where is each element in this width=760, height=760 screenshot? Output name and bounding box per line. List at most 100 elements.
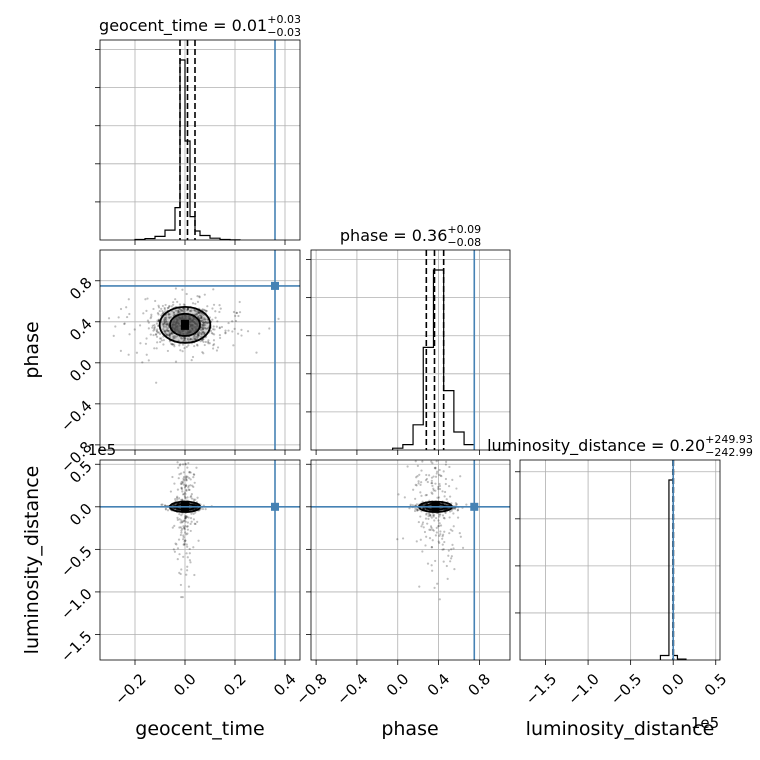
gt-ph-sample [197, 311, 200, 314]
gt-ph-sample [163, 320, 167, 324]
gt-ph-sample [169, 315, 172, 319]
gt-ld-sample [184, 524, 187, 528]
ph-ld-sample [427, 517, 430, 520]
gt-ph-sample [176, 309, 180, 312]
ph-ld-sample [440, 474, 443, 478]
gt-ld-sample [185, 533, 188, 536]
ph-ld-sample [420, 481, 423, 484]
gt-ph-sample [147, 359, 150, 362]
ph-ld-sample [411, 504, 414, 507]
gt-ph-sample [157, 331, 160, 334]
gt-ph-sample [156, 312, 160, 315]
gt-ph-sample [125, 315, 129, 319]
gt-ld-sample [183, 492, 186, 496]
gt-ph-sample [175, 309, 178, 312]
gt-ld-sample [184, 520, 187, 523]
ph-ld-sample [426, 562, 430, 565]
ph-ld-sample [448, 510, 452, 513]
gt-ld-sample [188, 470, 191, 474]
gt-ph-sample [162, 325, 166, 328]
gt-ph-sample [218, 327, 221, 330]
gt-ph-sample [170, 332, 173, 335]
ph-ld-sample [426, 480, 429, 484]
gt-ph-sample [235, 311, 238, 315]
gt-ph-sample [196, 300, 200, 303]
gt-ph-sample [204, 340, 207, 344]
gt-ld-sample [171, 475, 174, 479]
gt-ld-sample [181, 493, 185, 496]
gt-ph-sample [196, 295, 199, 298]
gt-ph-sample [156, 319, 159, 322]
gt-ph-sample [203, 343, 206, 347]
gt-ld-sample [192, 518, 196, 521]
gt-ph-sample [147, 327, 150, 330]
ph-ld-sample [451, 478, 454, 481]
gt-ph-sample [195, 312, 198, 316]
ph-title-value: 0.36 [412, 226, 448, 245]
gt-ph-sample [198, 330, 201, 334]
gt-ph-sample [160, 339, 163, 342]
gt-ld-sample [184, 483, 188, 486]
gt-ld-sample [178, 553, 181, 556]
ph-ld-sample [438, 487, 442, 491]
ph-ld-sample [406, 465, 409, 468]
gt-ld-sample [184, 531, 187, 534]
ph-ld-sample [445, 564, 448, 568]
gt-ph-sample [151, 326, 154, 329]
gt-ph-sample [218, 326, 221, 329]
gt-ld-sample [185, 478, 188, 482]
ph-ld-sample [432, 487, 435, 490]
gt-ph-sample [166, 327, 169, 330]
gt-ph-sample [158, 309, 161, 313]
gt-ld-sample [185, 489, 188, 492]
gt-ph-sample [174, 360, 178, 363]
gt-ph-sample [157, 318, 160, 321]
gt-ph-sample [177, 310, 180, 313]
gt-ph-sample [184, 336, 187, 339]
gt-ld-sample [174, 497, 177, 501]
ph-ld-sample [449, 560, 452, 563]
gt-ld-sample [186, 475, 189, 478]
gt-ph-sample [185, 345, 188, 349]
gt-ph-sample [172, 314, 175, 317]
ph-ld-sample [428, 474, 431, 477]
gt-ph-sample [178, 307, 181, 311]
gt-ld-sample [175, 543, 178, 546]
ph-ld-sample [442, 560, 445, 563]
gt-ph-sample [186, 338, 190, 341]
gt-ph-sample [240, 334, 243, 337]
gt-ph-sample [193, 345, 196, 348]
ph-ld-sample [432, 529, 435, 532]
gt-ph-sample [234, 314, 237, 318]
gt-ph-sample [157, 313, 160, 316]
gt-ph-sample [207, 339, 210, 342]
gt-ph-sample [197, 334, 200, 337]
ph-ld-sample [448, 465, 451, 469]
gt-ld-sample [186, 466, 189, 469]
gt-ld-sample [181, 596, 184, 599]
gt-ld-sample [183, 540, 186, 543]
gt-ph-sample [194, 335, 197, 339]
gt-ph-sample [204, 318, 207, 321]
ph-ld-sample [434, 489, 437, 492]
ph-ld-sample [429, 528, 432, 532]
gt-ph-sample [153, 326, 156, 329]
ph-ld-sample [438, 473, 441, 477]
ph-ld-sample [443, 490, 447, 494]
gt-ph-sample [164, 310, 167, 313]
ph-ld-sample [456, 516, 460, 519]
gt-ph-sample [212, 325, 215, 328]
gt-ld-sample [181, 481, 184, 484]
gt-ph-sample [255, 351, 258, 354]
gt-ph-sample [233, 327, 236, 330]
gt-ph-sample [191, 302, 195, 305]
gt-ph-sample [195, 310, 198, 313]
gt-ld-sample [184, 496, 187, 500]
ph-ld-sample [427, 512, 430, 515]
gt-xtick-label-1: 0.0 [170, 670, 200, 700]
gt-ph-sample [177, 309, 180, 313]
ph-ld-sample [424, 544, 427, 547]
gt-ld-sample [184, 517, 187, 520]
ph-ld-sample [434, 467, 437, 470]
gt-ph-sample [182, 303, 185, 306]
